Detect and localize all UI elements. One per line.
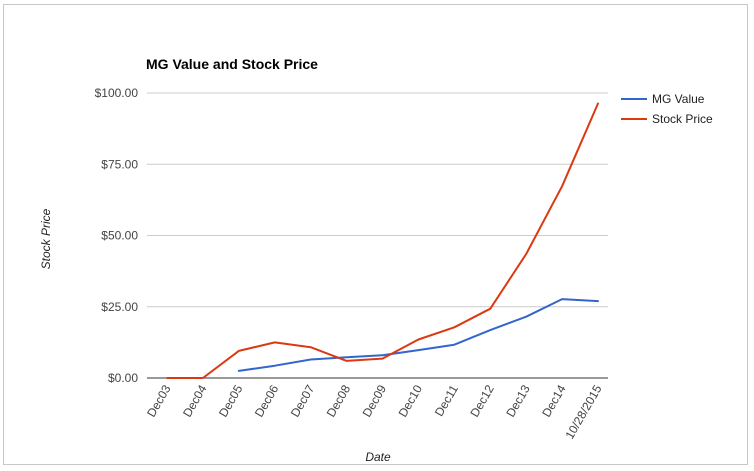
x-tick-label: Dec10 [396, 382, 426, 419]
x-tick-label: Dec04 [180, 382, 210, 419]
x-tick-label: Dec14 [539, 382, 569, 419]
x-tick-label: 10/28/2015 [562, 382, 604, 441]
legend-label: MG Value [652, 92, 705, 106]
y-tick-label: $100.00 [95, 86, 139, 100]
y-tick-label: $0.00 [108, 371, 138, 385]
y-tick-label: $25.00 [101, 300, 138, 314]
y-axis-title: Stock Price [39, 208, 53, 269]
x-tick-label: Dec09 [360, 382, 390, 419]
series-line-stock-price [166, 102, 599, 379]
x-tick-labels: Dec03 Dec04 Dec05 Dec06 Dec07 Dec08 Dec09 Dec10… [144, 382, 605, 441]
legend: MG Value Stock Price [621, 92, 713, 126]
series-line-mg-value [237, 298, 599, 372]
x-tick-label: Dec12 [467, 382, 497, 419]
x-tick-label: Dec05 [216, 382, 246, 419]
y-tick-label: $75.00 [101, 157, 138, 171]
x-tick-label: Dec03 [144, 382, 174, 419]
series-lines [166, 102, 599, 379]
x-tick-label: Dec13 [503, 382, 533, 419]
x-tick-label: Dec06 [252, 382, 282, 419]
legend-label: Stock Price [652, 112, 713, 126]
gridlines [147, 92, 608, 308]
chart-container: MG Value and Stock Price Stock Price Dat… [3, 4, 748, 465]
x-tick-label: Dec11 [432, 382, 461, 419]
y-tick-labels: $0.00 $25.00 $50.00 $75.00 $100.00 [95, 86, 139, 385]
x-tick-label: Dec08 [324, 382, 354, 419]
chart-title: MG Value and Stock Price [146, 56, 318, 72]
x-tick-label: Dec07 [288, 382, 318, 419]
line-chart: MG Value and Stock Price Stock Price Dat… [39, 56, 713, 464]
y-tick-label: $50.00 [101, 229, 138, 243]
x-axis-title: Date [365, 450, 391, 464]
